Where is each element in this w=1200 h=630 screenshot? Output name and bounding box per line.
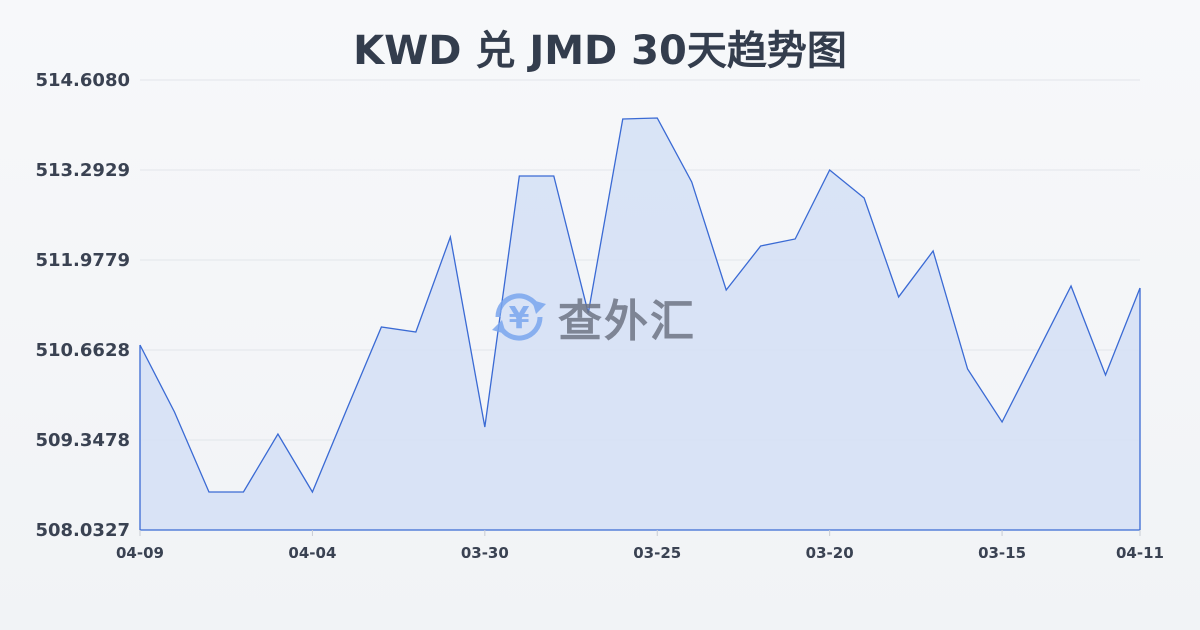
watermark: ¥ 查外汇 — [488, 285, 696, 349]
chart-title: KWD 兑 JMD 30天趋势图 — [353, 28, 847, 74]
x-tick-label: 03-25 — [633, 544, 681, 562]
x-tick-label: 03-15 — [978, 544, 1026, 562]
watermark-text: 查外汇 — [558, 296, 696, 347]
svg-text:¥: ¥ — [509, 301, 530, 336]
x-tick-label: 04-04 — [288, 544, 336, 562]
yen-exchange-icon: ¥ — [492, 293, 546, 341]
y-tick-label: 510.6628 — [35, 340, 130, 361]
y-tick-label: 514.6080 — [35, 70, 130, 91]
y-tick-label: 513.2929 — [35, 160, 130, 181]
x-tick-label: 03-30 — [461, 544, 509, 562]
y-tick-label: 508.0327 — [35, 520, 130, 541]
y-tick-label: 509.3478 — [35, 430, 130, 451]
y-tick-label: 511.9779 — [35, 250, 130, 271]
area-fill — [140, 117, 1140, 530]
x-tick-label: 03-20 — [806, 544, 854, 562]
series-line — [139, 117, 1141, 494]
x-tick-label: 04-09 — [116, 544, 164, 562]
x-tick-label: 04-11 — [1116, 544, 1164, 562]
